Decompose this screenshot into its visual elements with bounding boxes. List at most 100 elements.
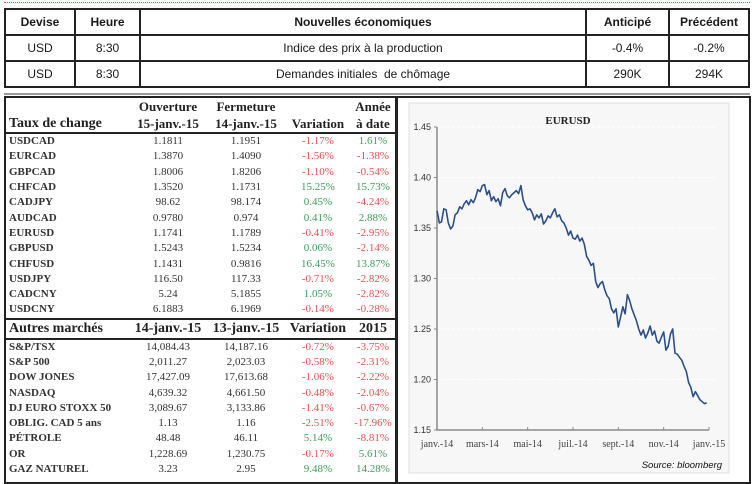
other-header-date2: 13-janv.-15: [206, 317, 285, 340]
market-name: S&P 500: [9, 356, 50, 368]
x-tick-label: janv.-15: [692, 439, 725, 450]
market-variation: -0.17%: [301, 447, 334, 460]
fx-ytd: 13.87%: [356, 257, 390, 270]
fx-pair-name: GBPCAD: [9, 165, 56, 178]
market-value-previous: 3,133.86: [226, 401, 266, 414]
fx-open-value: 0.9780: [152, 211, 184, 224]
fx-close-value: 98.174: [230, 196, 262, 209]
table-row: OR 1,228.69 1,230.75 -0.17% 5.61%: [6, 447, 395, 462]
fx-pair-name: EURCAD: [9, 150, 57, 163]
fx-close-value: 1.1789: [230, 226, 262, 239]
fx-variation: 16.45%: [300, 257, 335, 270]
fx-header-var-blank: [285, 98, 351, 115]
fx-ytd: -0.54%: [356, 165, 389, 178]
fx-pair-name: GBPUSD: [9, 242, 54, 255]
market-value-previous: 2,023.03: [226, 356, 266, 368]
fx-pair-name: USDJPY: [9, 272, 52, 285]
market-value-current: 48.48: [155, 432, 181, 445]
fx-header-blank: [6, 98, 129, 115]
table-row: CHFCAD 1.3520 1.1731 15.25% 15.73%: [6, 180, 395, 195]
x-tick-label: sept.-14: [602, 439, 634, 450]
fx-pair-name: CADJPY: [9, 196, 53, 209]
fx-header-open-date: 15-janv.-15: [129, 115, 207, 134]
fx-close-value: 1.8206: [230, 165, 262, 178]
table-row: EURCAD 1.3870 1.4090 -1.56% -1.38%: [6, 149, 395, 164]
market-name: OBLIG. CAD 5 ans: [9, 417, 102, 430]
y-tick-label: 1.30: [413, 274, 431, 284]
fx-ytd: -4.24%: [356, 196, 389, 209]
market-name: OR: [9, 447, 26, 460]
cell-devise: USD: [4, 60, 76, 88]
cell-devise: USD: [4, 34, 76, 62]
eurusd-chart-panel: EURUSD 1.45 1.40 1.35 1.30 1.25 1.20 1.15 janv.…: [397, 96, 751, 484]
chart-plot-background: [408, 102, 730, 474]
table-row: CADJPY 98.62 98.174 0.45% -4.24%: [6, 195, 395, 210]
cell-heure: 8:30: [74, 34, 141, 62]
market-name: DJ EURO STOXX 50: [9, 401, 112, 414]
market-ytd: -2.22%: [356, 371, 389, 384]
market-variation: -1.06%: [301, 371, 334, 384]
x-tick-label: mars-14: [466, 439, 499, 450]
cell-anticipe: -0.4%: [585, 34, 670, 62]
fx-header-ytd-bottom: à date: [350, 115, 395, 134]
y-tick-label: 1.20: [413, 375, 431, 385]
section-separator: [4, 93, 750, 95]
fx-variation: -0.14%: [301, 303, 334, 316]
fx-close-value: 0.9816: [230, 257, 262, 270]
table-row: CHFUSD 1.1431 0.9816 16.45% 13.87%: [6, 256, 395, 271]
fx-close-value: 1.1951: [230, 135, 262, 148]
fx-open-value: 98.62: [155, 196, 181, 209]
fx-header-row-bottom: Taux de change 15-janv.-15 14-janv.-15 V…: [6, 115, 395, 134]
market-value-previous: 4,661.50: [226, 386, 266, 399]
eurusd-chart: EURUSD 1.45 1.40 1.35 1.30 1.25 1.20 1.15 janv.…: [408, 102, 730, 474]
table-row: GAZ NATUREL 3.23 2.95 9.48% 14.28%: [6, 462, 395, 477]
market-value-previous: 1.16: [236, 417, 256, 430]
y-tick-label: 1.40: [413, 173, 431, 183]
fx-close-value: 5.1855: [230, 288, 262, 301]
market-name: DOW JONES: [9, 371, 75, 384]
fx-pair-name: USDCNY: [9, 303, 55, 316]
y-tick-label: 1.45: [413, 122, 431, 132]
fx-close-value: 0.974: [233, 211, 259, 224]
table-row: GBPUSD 1.5243 1.5234 0.06% -2.14%: [6, 241, 395, 256]
fx-open-value: 6.1883: [152, 303, 184, 316]
market-variation: -1.41%: [301, 401, 334, 414]
fx-header-close-date: 14-janv.-15: [206, 115, 285, 134]
y-tick-label: 1.35: [413, 223, 431, 233]
table-row: USD 8:30 Demandes initiales de chômage 2…: [4, 60, 750, 88]
economic-news-header-row: Devise Heure Nouvelles économiques Antic…: [4, 8, 750, 36]
table-row: AUDCAD 0.9780 0.974 0.41% 2.88%: [6, 210, 395, 225]
fx-header-variation: Variation: [284, 115, 351, 134]
cell-precedent: 294K: [668, 60, 750, 88]
fx-header-row-top: Ouverture Fermeture Année: [6, 98, 395, 115]
market-variation: -0.48%: [301, 386, 334, 399]
table-row: USD 8:30 Indice des prix à la production…: [4, 34, 750, 62]
market-value-previous: 46.11: [233, 432, 259, 445]
market-variation: 5.14%: [303, 432, 333, 445]
fx-open-value: 1.5243: [152, 242, 184, 255]
fx-close-value: 1.1731: [230, 181, 262, 194]
fx-variation: -1.56%: [301, 150, 334, 163]
x-tick-label: juil.-14: [557, 439, 587, 450]
table-row: OBLIG. CAD 5 ans 1.13 1.16 -2.51% -17.96%: [6, 416, 395, 431]
market-value-previous: 14,187.16: [223, 340, 268, 353]
market-value-current: 14,084.43: [145, 340, 190, 353]
fx-pair-name: EURUSD: [9, 226, 55, 239]
header-nouvelles: Nouvelles économiques: [139, 8, 587, 36]
table-row: CADCNY 5.24 5.1855 1.05% -2.82%: [6, 287, 395, 302]
fx-close-value: 117.33: [231, 272, 261, 285]
chart-title: EURUSD: [545, 115, 590, 127]
market-ytd: -2.31%: [356, 356, 389, 368]
table-row: S&P 500 2,011.27 2,023.03 -0.58% -2.31%: [6, 355, 395, 370]
market-name: PÉTROLE: [9, 432, 62, 445]
y-tick-label: 1.25: [413, 324, 431, 334]
market-value-current: 3,089.67: [148, 401, 188, 414]
market-variation: 9.48%: [303, 463, 333, 476]
fx-ytd: -2.82%: [356, 288, 389, 301]
x-tick-label: nov.-14: [649, 439, 679, 450]
fx-ytd: 2.88%: [358, 211, 388, 224]
markets-table: Ouverture Fermeture Année Taux de change…: [6, 98, 395, 477]
eurusd-series-line: [436, 183, 708, 405]
fx-open-value: 1.3520: [152, 181, 184, 194]
market-name: NASDAQ: [9, 386, 56, 399]
